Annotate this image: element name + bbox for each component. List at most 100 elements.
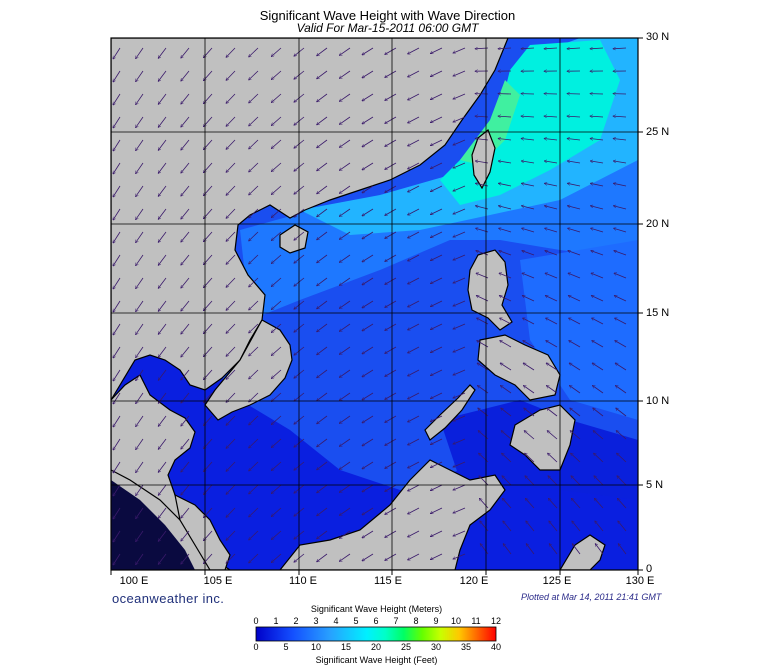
wave-direction-arrow [385,346,397,354]
lat-label: 15 N [646,307,670,319]
wave-direction-arrow [339,185,351,193]
wave-direction-arrow [568,251,581,256]
wave-direction-arrow [385,254,397,262]
wave-direction-arrow [113,553,121,565]
wave-direction-arrow [136,438,144,450]
wave-direction-arrow [317,162,328,171]
wave-direction-arrow [226,507,236,517]
wave-direction-arrow [362,484,374,492]
wave-direction-arrow [522,296,535,302]
colorbar-meter-tick: 10 [450,616,461,626]
wave-direction-arrow [249,93,259,103]
wave-direction-arrow [113,277,121,289]
wave-direction-arrow [408,484,420,491]
tick-marks [110,37,643,575]
wave-direction-arrow [317,208,328,217]
wave-direction-arrow [339,438,351,446]
wave-direction-arrow [430,553,443,560]
wave-direction-arrow [136,507,144,519]
wave-direction-arrow [453,300,466,306]
wave-direction-arrow [226,415,236,425]
wave-direction-arrow [136,300,144,312]
wave-direction-arrow [500,386,512,394]
wave-direction-arrow [544,48,558,49]
wave-direction-arrow [271,47,282,57]
wave-direction-arrow [385,185,397,193]
wave-direction-arrow [617,453,627,463]
wave-direction-arrow [453,139,466,145]
wave-direction-arrow [567,183,581,187]
wave-direction-arrow [547,408,558,417]
wave-direction-arrow [408,254,420,261]
wave-direction-arrow [385,70,397,78]
wave-direction-arrow [616,431,627,440]
wave-direction-arrow [453,231,466,237]
wave-direction-arrow [136,553,144,565]
wave-direction-arrow [158,461,167,472]
wave-direction-arrow [408,392,420,399]
wave-direction-arrow [339,47,351,55]
wave-direction-arrow [226,139,236,149]
wave-direction-arrow [617,498,627,509]
wave-direction-arrow [181,300,190,311]
wave-direction-arrow [590,206,604,210]
wave-direction-arrow [362,346,374,354]
wave-direction-arrow [317,484,328,493]
wave-direction-arrow [408,553,420,560]
wave-direction-arrow [614,228,627,233]
wave-direction-arrow [549,521,558,532]
wave-direction-arrow [271,484,282,494]
wave-direction-arrow [499,296,512,302]
wave-direction-arrow [546,341,558,348]
wave-direction-arrow [158,70,167,81]
wave-direction-arrow [249,116,259,126]
wave-direction-arrow [385,438,397,446]
wave-direction-arrow [271,93,282,103]
wave-direction-arrow [249,208,259,218]
wave-direction-arrow [408,415,420,422]
map-subtitle: Valid For Mar-15-2011 06:00 GMT [296,21,479,35]
wave-direction-arrow [523,363,535,371]
wave-direction-arrow [546,363,558,371]
colorbar-meter-tick: 3 [313,616,319,626]
colorbar-meter-tick: 9 [433,616,439,626]
land-borneo [279,459,506,570]
wave-direction-arrow [571,476,581,486]
wave-direction-arrow [317,530,328,539]
wave-direction-arrow [453,70,466,76]
wave-direction-arrow [453,93,466,99]
wave-direction-arrow [569,363,581,371]
wave-direction-arrow [453,47,466,53]
wave-direction-arrow [113,231,121,243]
wave-direction-arrow [362,47,374,55]
wave-direction-arrow [317,438,328,447]
wave-direction-arrow [498,206,512,210]
wave-direction-arrow [181,346,190,357]
wave-direction-arrow [226,162,236,172]
wave-direction-arrow [569,386,581,394]
wave-direction-arrow [181,208,190,219]
wave-direction-arrow [362,208,374,216]
wave-direction-arrow [618,544,627,555]
wave-direction-arrow [136,93,144,105]
wave-direction-arrow [523,318,535,325]
wave-direction-arrow [453,438,466,444]
colorbar-feet-title: Significant Wave Height (Feet) [315,655,438,665]
wave-direction-arrow [226,530,236,540]
map-title: Significant Wave Height with Wave Direct… [259,8,516,23]
wave-direction-arrow [500,341,512,348]
wave-direction-arrow [226,116,236,126]
wave-direction-arrow [568,228,581,233]
wave-direction-arrow [521,48,535,49]
wave-direction-arrow [317,70,328,79]
wave-direction-arrow [271,116,282,126]
wave-direction-arrow [385,415,397,423]
wave-direction-arrow [453,208,466,214]
wave-direction-arrow [113,300,121,312]
wave-direction-arrow [385,116,397,124]
wave-direction-arrow [271,507,282,517]
wave-direction-arrow [339,162,351,170]
colorbar-feet-tick: 40 [490,642,501,652]
wave-direction-arrow [158,369,167,380]
wave-direction-arrow [317,254,328,263]
